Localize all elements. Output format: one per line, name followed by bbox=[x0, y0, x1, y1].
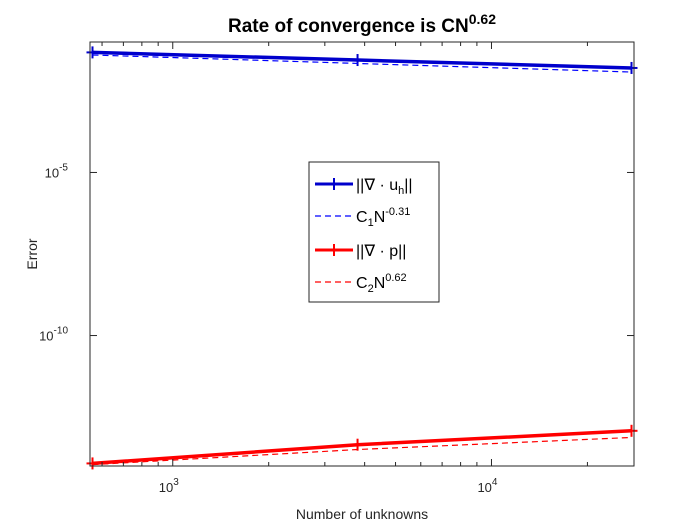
legend-entry-pressure-divergence: ||∇ · p|| bbox=[315, 243, 406, 260]
legend-entry-c2-fit: C2N0.62 bbox=[315, 272, 407, 295]
series-velocity-divergence bbox=[86, 46, 638, 74]
legend-label-c1-fit: C1N-0.31 bbox=[356, 206, 410, 229]
x-axis-label: Number of unknowns bbox=[296, 506, 428, 522]
series-layer bbox=[86, 46, 638, 470]
y-tick-label: 10-5 bbox=[45, 162, 69, 180]
line-c2-fit bbox=[92, 436, 632, 466]
x-tick-label: 103 bbox=[159, 477, 179, 495]
legend-marker-pressure-divergence bbox=[328, 244, 340, 256]
y-axis-label: Error bbox=[24, 238, 40, 269]
x-tick-label: 104 bbox=[477, 477, 497, 495]
legend-marker-velocity-divergence bbox=[328, 178, 340, 190]
legend-label-velocity-divergence: ||∇ · uh|| bbox=[356, 177, 413, 197]
series-c1-fit bbox=[92, 54, 632, 73]
series-c2-fit bbox=[92, 436, 632, 466]
legend-label-c2-fit: C2N0.62 bbox=[356, 272, 407, 295]
legend: ||∇ · uh|| C1N-0.31 ||∇ · p|| C2N0.62 bbox=[308, 161, 440, 303]
legend-entry-velocity-divergence: ||∇ · uh|| bbox=[315, 177, 413, 197]
legend-label-pressure-divergence: ||∇ · p|| bbox=[356, 243, 406, 260]
line-c1-fit bbox=[92, 54, 632, 73]
y-tick-label: 10-10 bbox=[39, 326, 68, 344]
plot-frame bbox=[89, 41, 635, 467]
legend-entry-c1-fit: C1N-0.31 bbox=[315, 206, 410, 229]
ticks-layer: 103 104 10-5 10-10 bbox=[39, 42, 634, 495]
series-pressure-divergence bbox=[86, 424, 638, 470]
chart-title: Rate of convergence is CN0.62 bbox=[228, 11, 496, 37]
